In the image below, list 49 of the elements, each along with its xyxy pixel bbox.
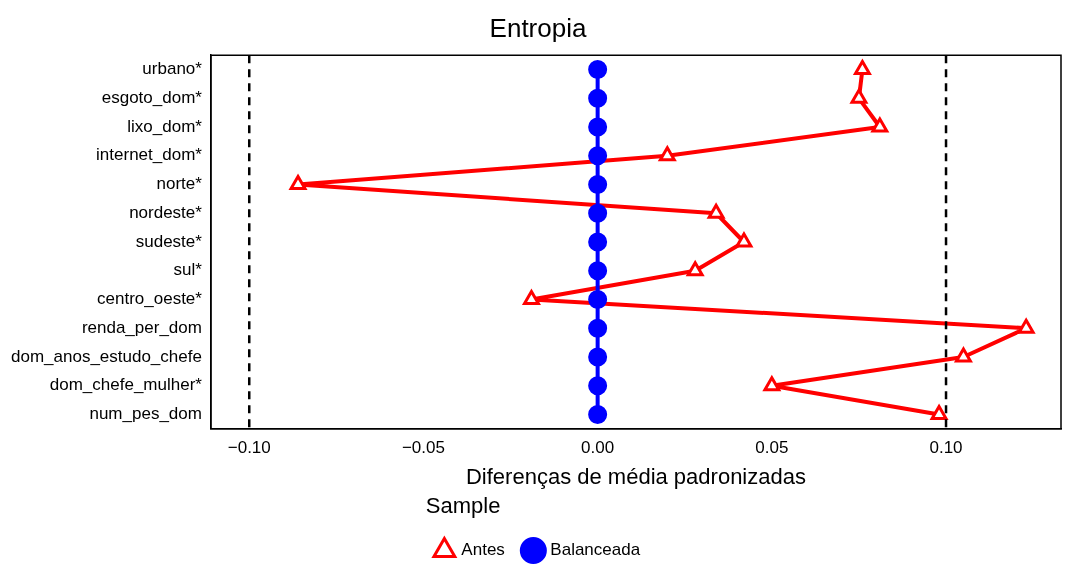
point bbox=[588, 289, 608, 309]
point bbox=[658, 146, 676, 162]
point bbox=[588, 404, 608, 424]
y-tick-label: esgoto_dom* bbox=[101, 88, 203, 107]
y-tick-label: internet_dom* bbox=[96, 145, 203, 165]
point bbox=[588, 146, 608, 166]
point bbox=[289, 175, 307, 191]
point bbox=[588, 232, 608, 252]
x-tick-label: 0.10 bbox=[929, 437, 963, 457]
point bbox=[588, 175, 608, 195]
y-tick-label: renda_per_dom bbox=[81, 317, 202, 337]
legend-title: Sample bbox=[425, 492, 501, 518]
legend-label: Balanceada bbox=[550, 540, 641, 560]
point bbox=[853, 60, 871, 76]
point bbox=[1017, 318, 1035, 334]
point bbox=[588, 117, 608, 137]
point bbox=[588, 261, 608, 281]
y-tick-label: dom_anos_estudo_chefe bbox=[10, 346, 202, 366]
point bbox=[707, 203, 725, 219]
y-tick-label: nordeste* bbox=[129, 202, 203, 222]
point bbox=[588, 376, 608, 396]
legend-label: Antes bbox=[461, 540, 505, 560]
point bbox=[955, 347, 972, 363]
point bbox=[850, 88, 868, 104]
x-tick-label: −0.10 bbox=[227, 437, 271, 457]
y-tick-label: sudeste* bbox=[135, 231, 203, 251]
y-tick-label: urbano* bbox=[142, 59, 203, 79]
point bbox=[763, 376, 781, 392]
point bbox=[686, 261, 704, 277]
point bbox=[588, 318, 608, 338]
y-tick-label: dom_chefe_mulher* bbox=[49, 375, 203, 395]
y-tick-label: centro_oeste* bbox=[97, 289, 203, 309]
point bbox=[588, 347, 608, 367]
y-tick-label: norte* bbox=[156, 174, 203, 194]
x-axis-title: Diferenças de média padronizadas bbox=[465, 464, 806, 490]
y-tick-label: num_pes_dom bbox=[89, 404, 202, 424]
point bbox=[588, 88, 608, 108]
point bbox=[588, 60, 608, 80]
y-tick-label: sul* bbox=[173, 260, 203, 280]
x-tick-label: 0.00 bbox=[581, 437, 615, 457]
point bbox=[930, 404, 948, 420]
point bbox=[523, 289, 540, 305]
point bbox=[871, 117, 889, 133]
point bbox=[735, 232, 753, 248]
y-tick-label: lixo_dom* bbox=[127, 116, 203, 136]
x-tick-label: −0.05 bbox=[401, 437, 445, 457]
x-tick-label: 0.05 bbox=[755, 437, 789, 457]
chart-title: Entropia bbox=[489, 12, 587, 43]
point bbox=[588, 203, 608, 223]
